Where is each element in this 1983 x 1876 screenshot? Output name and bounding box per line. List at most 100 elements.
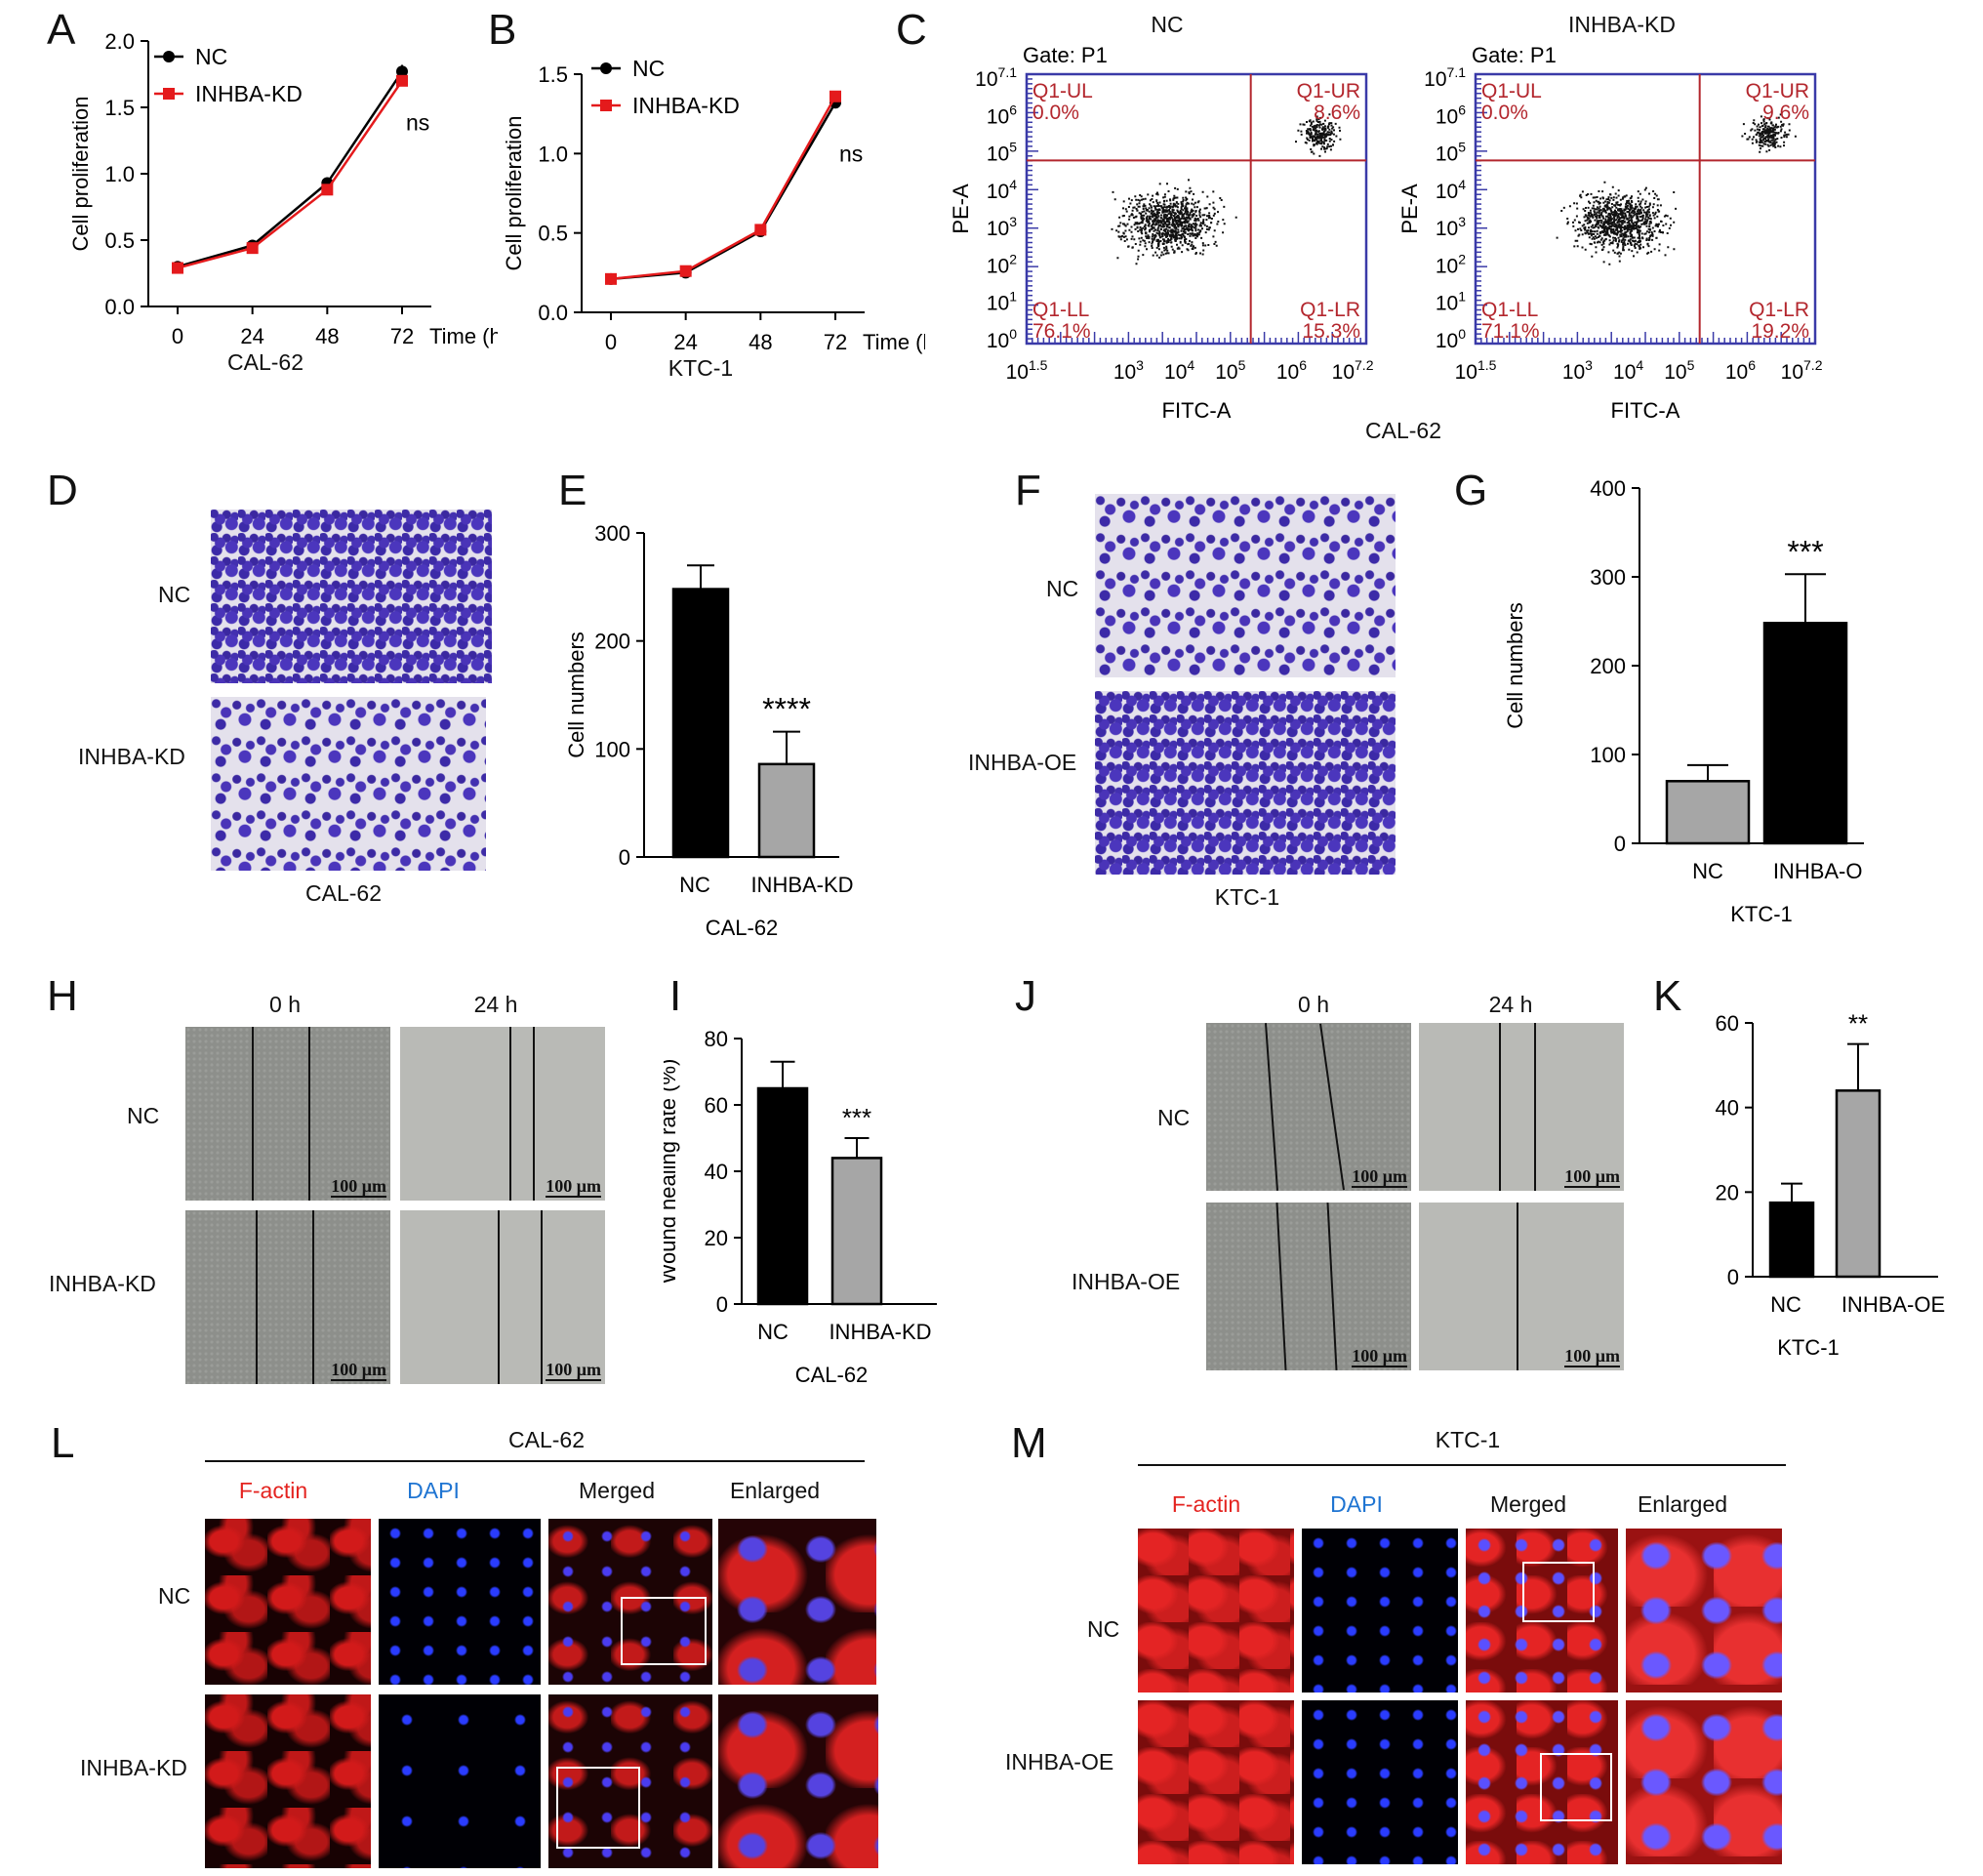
panel-m-row-nc: NC	[1087, 1616, 1120, 1642]
if-ktc1-oe-merged	[1466, 1700, 1618, 1864]
cell-line-label: CAL-62	[795, 1363, 869, 1387]
wound-image-cal62-nc-0h: 100 μm	[185, 1027, 390, 1201]
quadrant-ur-value: 9.6%	[1762, 102, 1809, 124]
y-tick-label: 0	[1727, 1265, 1739, 1289]
y-tick-label: 100	[594, 737, 630, 761]
scale-bar-label: 100 μm	[1564, 1346, 1620, 1367]
data-point	[754, 224, 767, 236]
panel-letter-i: I	[669, 972, 682, 1020]
legend-label: INHBA-KD	[195, 81, 303, 106]
panel-j-col-0h: 0 h	[1298, 992, 1329, 1017]
if-ktc1-nc-dapi	[1302, 1529, 1458, 1692]
y-tick-label: 106	[987, 102, 1017, 128]
y-tick-label: 103	[1436, 214, 1466, 240]
x-tick-label: 105	[1215, 357, 1245, 384]
x-tick-label: 105	[1664, 357, 1694, 384]
bar-NC	[756, 1086, 809, 1306]
series-line-INHBA-KD	[610, 96, 837, 281]
quadrant-lr-label: Q1-LR	[1300, 299, 1360, 321]
if-ktc1-nc-enlarged	[1626, 1529, 1782, 1692]
category-label: INHBA-OE	[1773, 859, 1864, 883]
legend-label: NC	[632, 56, 665, 81]
panel-f-cell-line: KTC-1	[1214, 884, 1280, 910]
data-point	[605, 272, 617, 285]
x-tick-label: 106	[1276, 357, 1307, 384]
panel-l-col-factin: F-actin	[238, 1478, 308, 1503]
y-tick-label: 60	[705, 1093, 728, 1118]
y-tick-label: 104	[1436, 177, 1466, 203]
quadrant-ll-value: 71.1%	[1481, 320, 1540, 343]
quadrant-ll-label: Q1-LL	[1032, 299, 1089, 321]
quadrant-ul-label: Q1-UL	[1032, 80, 1093, 102]
significance-label: ***	[842, 1103, 871, 1132]
bar-INHBA-KD	[757, 762, 816, 859]
y-tick-label: 106	[1436, 102, 1466, 128]
panel-d-row-kd: INHBA-KD	[78, 744, 185, 769]
scatter-points	[1111, 113, 1342, 265]
y-axis-label: Wound healing rate (%)	[664, 1059, 680, 1285]
y-tick-label: 400	[1590, 478, 1626, 501]
wound-image-cal62-nc-24h: 100 μm	[400, 1027, 605, 1201]
panel-m-col-dapi: DAPI	[1330, 1491, 1383, 1517]
x-tick-label: 24	[240, 324, 263, 348]
if-cal62-kd-factin	[205, 1694, 371, 1868]
panel-letter-k: K	[1653, 972, 1682, 1020]
x-tick-label: 72	[390, 324, 414, 348]
x-tick-label: 107.2	[1781, 357, 1823, 384]
bar-chart-k: 0204060Wound healing rate (%)NCINHBA-OE*…	[1716, 1009, 1946, 1360]
wound-image-cal62-kd-0h: 100 μm	[185, 1210, 390, 1384]
y-tick-label: 1.0	[104, 162, 135, 186]
quadrant-lr-value: 19.2%	[1751, 320, 1809, 343]
panel-l-col-merged: Merged	[579, 1478, 655, 1503]
y-tick-label: 101	[987, 289, 1017, 315]
panel-m-row-oe: INHBA-OE	[1005, 1749, 1114, 1774]
y-axis-label: Cell numbers	[564, 632, 588, 758]
y-tick-label: 1.0	[538, 142, 568, 166]
panel-letter-c: C	[896, 6, 927, 54]
quadrant-ur-value: 8.6%	[1314, 102, 1360, 124]
category-label: NC	[1692, 859, 1723, 883]
panel-letter-g: G	[1454, 467, 1488, 514]
x-axis-label: FITC-A	[1611, 398, 1680, 420]
significance-label: ***	[1787, 534, 1823, 569]
quadrant-ll-label: Q1-LL	[1481, 299, 1538, 321]
zoom-region-box	[1522, 1562, 1595, 1622]
legend-marker	[163, 51, 175, 62]
y-tick-label: 100	[1436, 326, 1466, 352]
scale-bar-label: 100 μm	[546, 1176, 601, 1198]
if-cal62-nc-dapi	[379, 1519, 541, 1685]
y-tick-label: 200	[594, 630, 630, 654]
bar-NC	[671, 588, 730, 859]
x-tick-label: 103	[1113, 357, 1144, 384]
category-label: INHBA-KD	[829, 1320, 931, 1344]
y-tick-label: 20	[705, 1226, 728, 1250]
flow-title-kd: INHBA-KD	[1568, 12, 1676, 37]
flow-title-nc: NC	[1151, 12, 1184, 37]
x-tick-label: 48	[749, 330, 772, 354]
bar-INHBA-OE	[1762, 622, 1848, 845]
gate-label: Gate: P1	[1023, 43, 1108, 67]
x-tick-label: 106	[1725, 357, 1756, 384]
quadrant-ul-value: 0.0%	[1032, 102, 1079, 124]
legend-label: INHBA-KD	[632, 93, 740, 118]
scale-bar-label: 100 μm	[546, 1360, 601, 1381]
y-axis-label: Cell proliferation	[68, 97, 93, 252]
panel-l-row-nc: NC	[158, 1583, 191, 1609]
bar-INHBA-KD	[830, 1157, 883, 1306]
if-cal62-kd-enlarged	[718, 1694, 878, 1868]
flow-cell-line: CAL-62	[1365, 418, 1441, 443]
scatter-points	[1556, 113, 1797, 265]
transwell-image-nc	[211, 510, 492, 683]
panel-h-col-0h: 0 h	[269, 992, 301, 1017]
quadrant-ur-label: Q1-UR	[1746, 80, 1809, 102]
panel-j-col-24h: 24 h	[1488, 992, 1533, 1017]
x-tick-label: 48	[315, 324, 339, 348]
y-tick-label: 40	[705, 1160, 728, 1184]
y-tick-label: 0	[619, 845, 630, 870]
y-tick-label: 80	[705, 1027, 728, 1051]
y-tick-label: 105	[1436, 140, 1466, 166]
bar-NC	[1768, 1201, 1815, 1279]
panel-l-col-enlarged: Enlarged	[729, 1478, 821, 1503]
